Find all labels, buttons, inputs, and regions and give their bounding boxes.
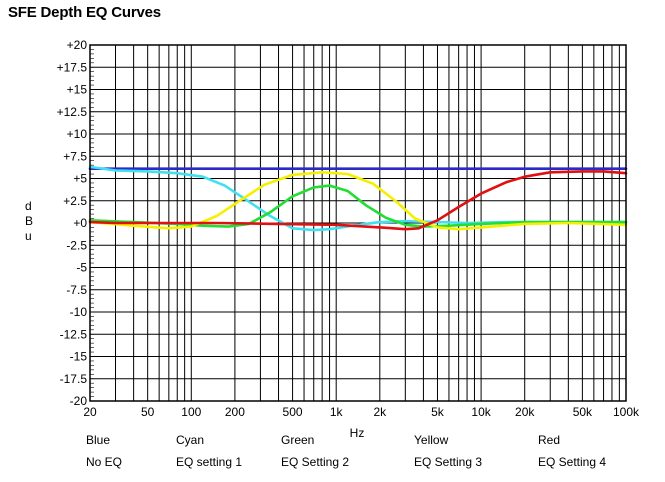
y-tick-label: +10 [67, 127, 88, 141]
y-tick-label: +17.5 [57, 60, 88, 74]
x-tick-label: 20 [83, 405, 97, 419]
y-tick-label: +2.5 [63, 194, 87, 208]
x-tick-label: 100k [613, 405, 640, 419]
y-tick-label: -2.5 [66, 238, 87, 252]
y-tick-label: +15 [67, 83, 88, 97]
y-axis-label-char: d [25, 199, 32, 213]
chart-title: SFE Depth EQ Curves [8, 4, 161, 21]
x-tick-label: 200 [225, 405, 245, 419]
legend-setting-name: No EQ [86, 455, 123, 469]
y-tick-label: -17.5 [60, 372, 88, 386]
y-tick-label: -10 [70, 305, 88, 319]
y-tick-labels: +20 +17.5 +15 +12.5 +10 +7.5 +5 +2.5 +0 -2.5 -5 -7.… [57, 38, 88, 408]
legend-color-name: Red [538, 433, 561, 447]
series-line-yellow [88, 171, 628, 231]
legend-color-name: Yellow [414, 433, 449, 447]
legend-setting-name: EQ Setting 2 [281, 455, 350, 469]
legend-color-name: Green [281, 433, 315, 447]
y-tick-label: -12.5 [60, 327, 88, 341]
series-line-green [88, 184, 628, 228]
x-tick-label: 20k [515, 405, 535, 419]
series-line-red [88, 170, 628, 231]
y-tick-label: +7.5 [63, 149, 87, 163]
x-tick-label: 2k [373, 405, 387, 419]
y-tick-label: +0 [73, 216, 87, 230]
series-lines [88, 165, 628, 232]
x-tick-label: 500 [283, 405, 303, 419]
legend-setting-name: EQ Setting 4 [538, 455, 607, 469]
x-tick-label: 1k [330, 405, 344, 419]
y-axis-label-char: u [25, 229, 32, 243]
x-tick-label: 100 [181, 405, 201, 419]
series-line-cyan [88, 165, 628, 232]
y-tick-label: -7.5 [66, 283, 87, 297]
x-tick-label: 50 [141, 405, 155, 419]
x-tick-label: 50k [573, 405, 593, 419]
y-tick-label: -5 [76, 261, 87, 275]
x-tick-labels: 20 50 100 200 500 1k 2k 5k 10k 20k 50k 100k [83, 405, 640, 419]
y-tick-label: +5 [73, 172, 87, 186]
y-tick-label: +12.5 [57, 105, 88, 119]
y-tick-label: -20 [70, 394, 88, 408]
legend-setting-name: EQ Setting 3 [414, 455, 483, 469]
y-axis-label-char: B [25, 214, 34, 228]
y-tick-label: -15 [70, 350, 88, 364]
legend-color-name: Cyan [176, 433, 205, 447]
legend-setting-name: EQ setting 1 [176, 455, 243, 469]
x-axis-label: Hz [350, 426, 365, 440]
x-tick-label: 10k [471, 405, 491, 419]
legend-color-name: Blue [86, 433, 111, 447]
plot-frame [89, 44, 627, 402]
plot-border [89, 44, 627, 402]
x-tick-label: 5k [431, 405, 445, 419]
y-tick-label: +20 [67, 38, 88, 52]
